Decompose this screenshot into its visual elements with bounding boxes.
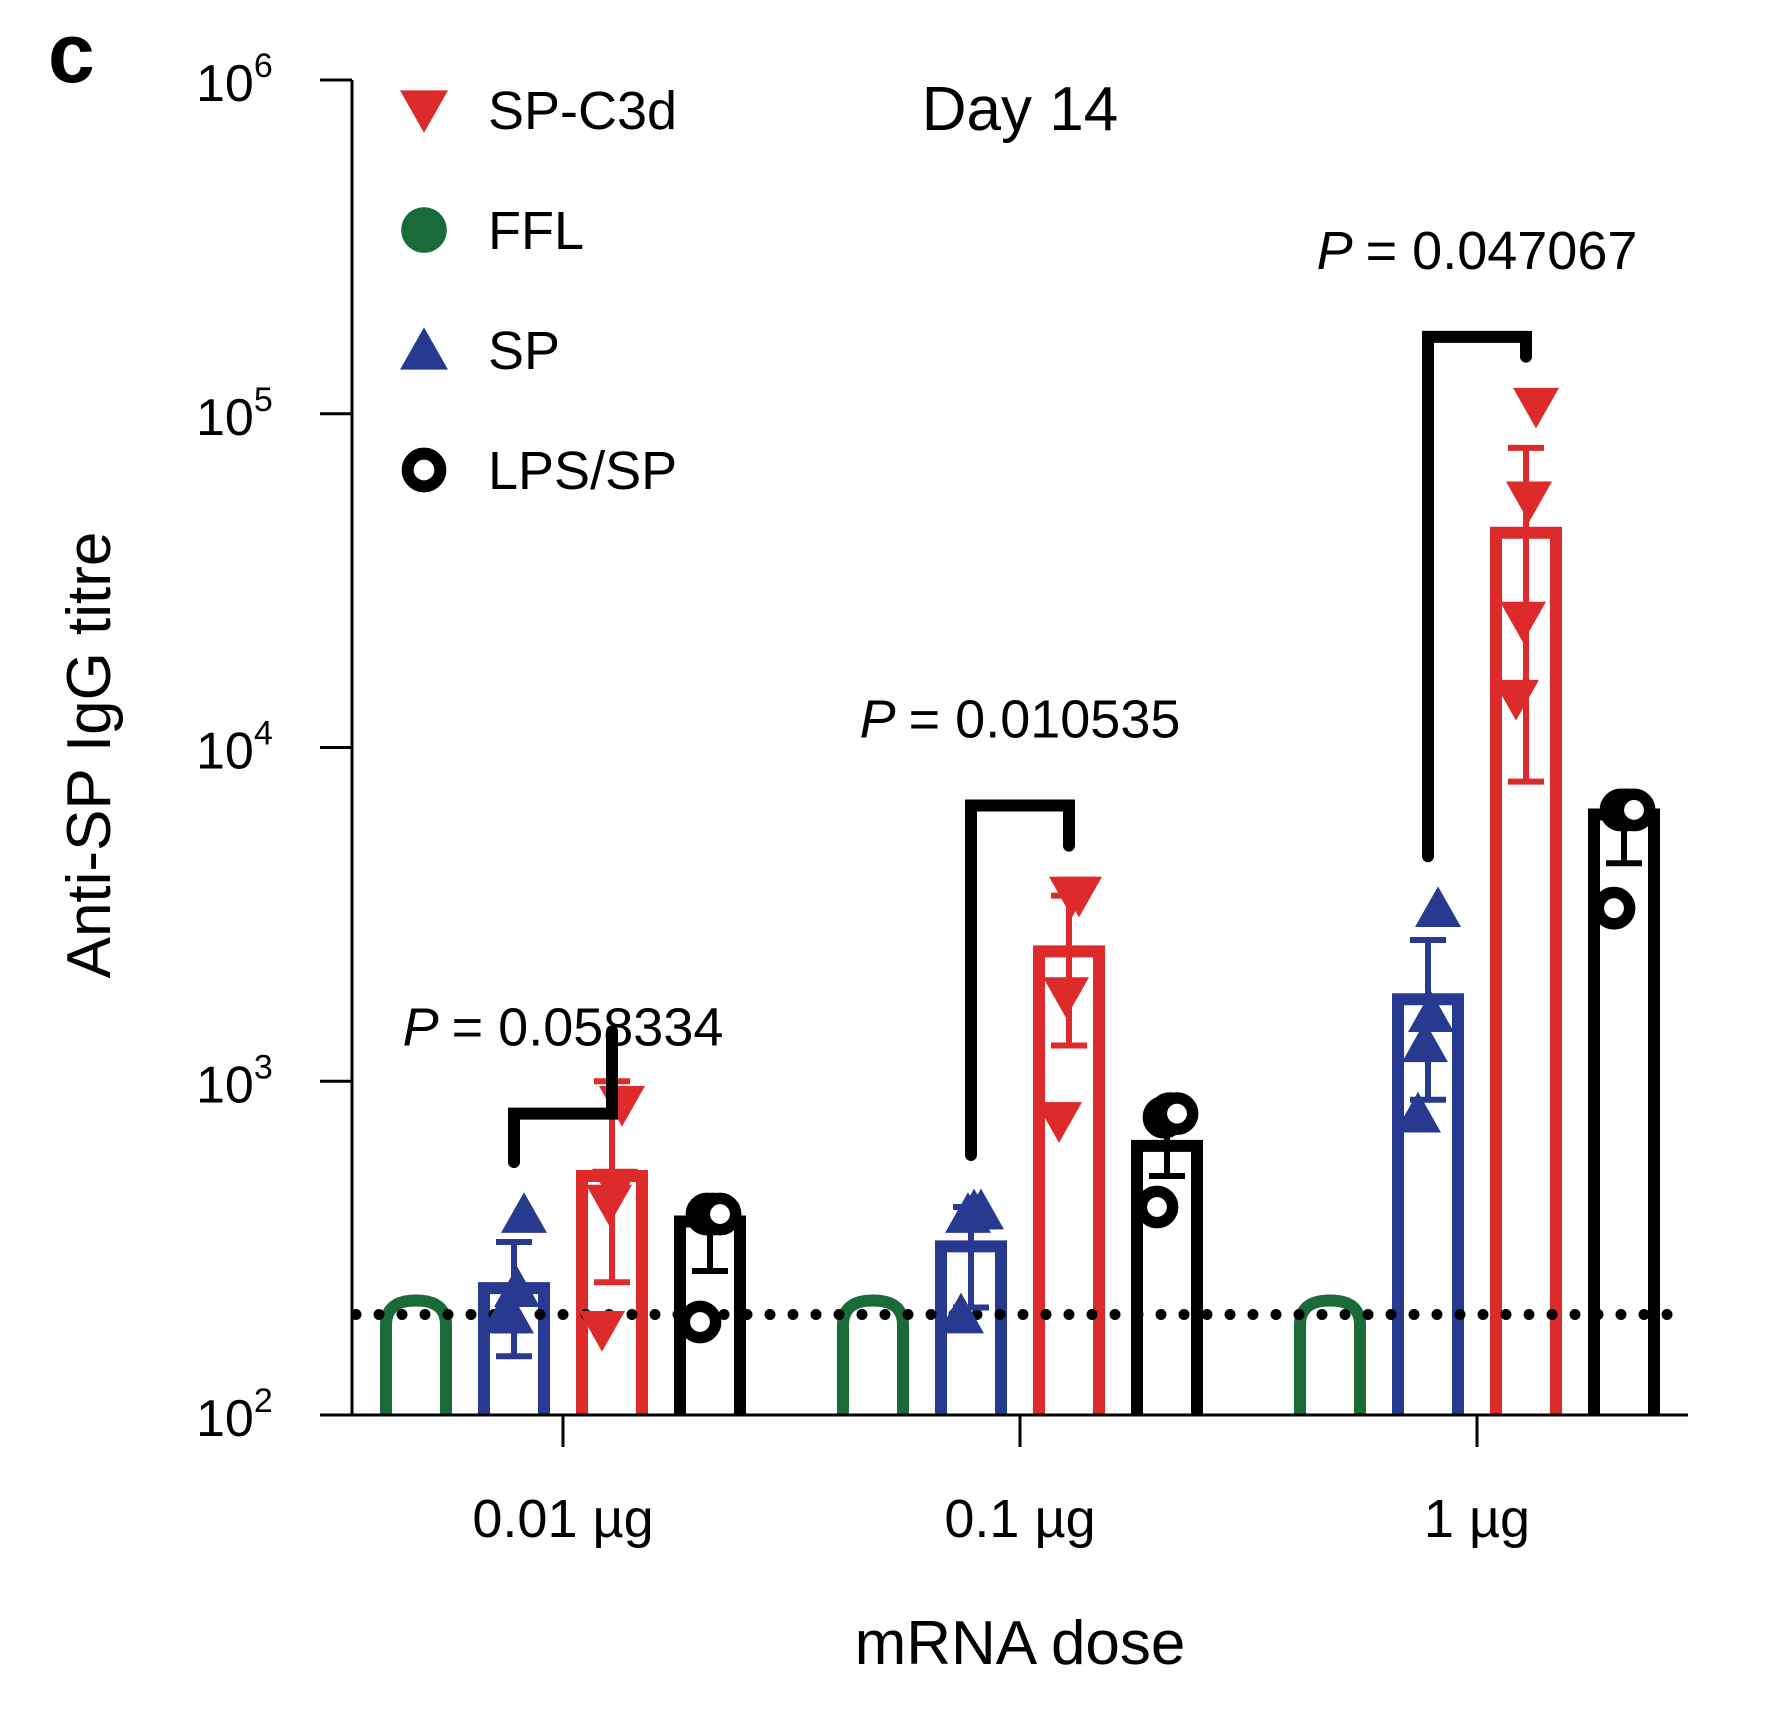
bars-layer [380,526,1660,1415]
bar-ffl-1 [837,1294,909,1415]
point-sp-0-2 [494,1266,540,1307]
p-value-label-2: P = 0.047067 [1317,221,1638,281]
point-lps-sp-0-0 [678,1300,722,1344]
significance-bracket-1 [965,799,1075,1161]
point-sp-c3d-2-3 [1513,387,1559,429]
legend-label-lps-sp: LPS/SP [488,441,677,501]
point-sp-2-0 [1395,1091,1441,1133]
point-sp-c3d-0-0 [579,1310,625,1352]
point-lps-sp-2-0 [1592,886,1636,930]
chart-title: Day 14 [922,75,1118,144]
panel-label: c [48,6,95,100]
significance-bracket-0 [508,1025,618,1169]
legend-marker-sp-c3d [400,90,448,133]
axes-layer: 102 103 104 105 106 0.01 µg 0.1 µg 1 µg [196,47,1694,1549]
x-tick-label-0: 0.01 µg [472,1489,653,1549]
p-value-label-1: P = 0.010535 [860,690,1181,750]
y-tick-label-0: 102 [196,1382,273,1448]
y-tick-label-4: 106 [196,47,273,113]
p-value-label-0: P = 0.058334 [403,998,724,1058]
point-sp-0-3 [501,1192,547,1233]
point-lps-sp-2-3 [1612,788,1656,832]
point-sp-2-3 [1415,886,1461,928]
bar-ffl-2 [1294,1294,1366,1415]
legend-marker-lps-sp [401,447,447,493]
significance-bracket-2 [1422,330,1532,863]
x-tick-label-2: 1 µg [1424,1489,1530,1549]
legend-label-sp-c3d: SP-C3d [488,81,677,141]
legend-marker-ffl [401,207,447,253]
point-sp-c3d-1-0 [1036,1102,1082,1143]
point-sp-2-1 [1402,1021,1448,1063]
legend-label-ffl: FFL [488,201,584,261]
point-sp-c3d-1-3 [1056,876,1102,918]
y-tick-label-3: 105 [196,381,273,447]
y-axis-label: Anti-SP IgG titre [55,532,124,979]
points-layer [481,387,1656,1360]
point-sp-2-2 [1408,991,1454,1032]
legend-marker-sp [400,327,448,370]
bar-ffl-0 [380,1294,452,1415]
x-tick-label-1: 0.1 µg [944,1489,1095,1549]
point-lps-sp-0-3 [698,1192,742,1236]
point-sp-1-0 [938,1292,984,1334]
point-lps-sp-1-0 [1135,1185,1179,1229]
point-sp-0-1 [488,1292,534,1334]
point-sp-c3d-0-3 [599,1085,645,1127]
point-sp-1-3 [958,1188,1004,1230]
point-sp-c3d-2-2 [1506,481,1552,523]
y-tick-label-2: 104 [196,715,273,781]
point-lps-sp-1-3 [1155,1092,1199,1135]
bar-lps-sp-1 [1131,1139,1203,1415]
point-sp-c3d-1-1 [1043,977,1089,1018]
point-sp-c3d-2-1 [1500,601,1546,643]
y-tick-label-1: 103 [196,1048,273,1114]
x-axis-label: mRNA dose [855,1609,1186,1678]
point-sp-c3d-0-2 [592,1168,638,1210]
legend-label-sp: SP [488,321,560,381]
legend: SP-C3d FFL SP LPS/SP [400,81,677,501]
point-sp-c3d-2-0 [1493,679,1539,721]
comparisons-layer: P = 0.058334 P = 0.010535 P = 0.047067 [403,221,1638,1169]
